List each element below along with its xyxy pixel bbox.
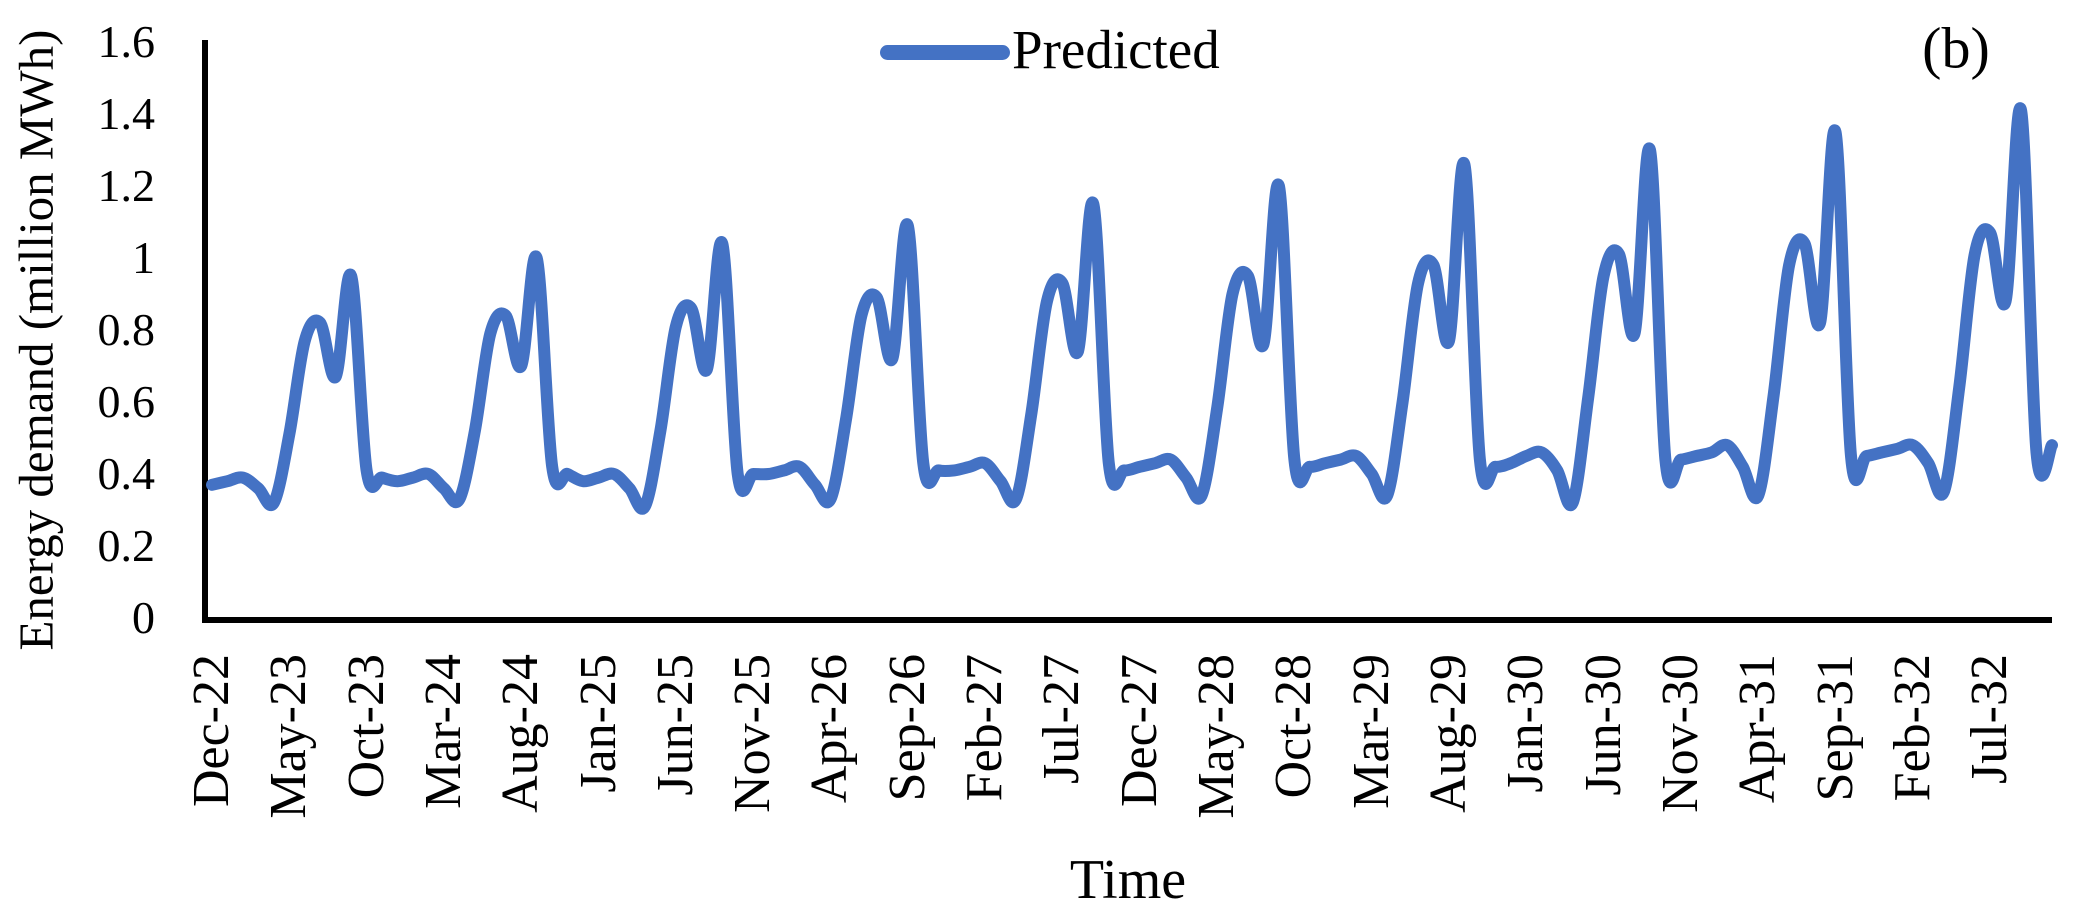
y-tick-label: 0.8 xyxy=(97,304,156,355)
x-tick-label: Dec-27 xyxy=(1110,654,1168,808)
y-tick-label: 0.6 xyxy=(97,376,156,427)
x-tick-label: Aug-24 xyxy=(492,654,550,813)
y-tick-label: 1.6 xyxy=(97,16,156,67)
x-tick-label: Jun-25 xyxy=(646,654,704,796)
x-tick-label: Apr-31 xyxy=(1729,654,1787,804)
y-tick-label: 0 xyxy=(132,592,155,643)
y-tick-label: 1.2 xyxy=(97,160,156,211)
x-tick-label: May-28 xyxy=(1188,654,1246,819)
x-tick-label: Feb-32 xyxy=(1883,654,1941,802)
x-tick-label: Nov-25 xyxy=(724,654,782,813)
x-tick-label: Jun-30 xyxy=(1574,654,1632,796)
x-tick-label: Oct-23 xyxy=(337,654,395,799)
y-tick-label: 1 xyxy=(132,232,155,283)
panel-label: (b) xyxy=(1922,15,1990,81)
x-tick-label: Nov-30 xyxy=(1651,654,1709,813)
x-tick-label: Oct-28 xyxy=(1265,654,1323,799)
x-tick-label: May-23 xyxy=(260,654,318,819)
x-tick-label: Feb-27 xyxy=(956,654,1014,802)
x-tick-label: Aug-29 xyxy=(1419,654,1477,813)
x-axis-title: Time xyxy=(1069,849,1187,911)
x-tick-label: Dec-22 xyxy=(183,654,240,808)
x-tick-label: Sep-31 xyxy=(1806,654,1864,802)
legend-line-swatch xyxy=(880,45,1010,60)
x-tick-label: Mar-29 xyxy=(1342,654,1400,809)
y-axis-title: Energy demand (million MWh) xyxy=(8,29,64,651)
x-tick-label: Apr-26 xyxy=(801,654,859,804)
y-tick-label: 0.2 xyxy=(97,520,156,571)
x-tick-label: Jul-27 xyxy=(1033,654,1091,784)
x-tick-label: Jan-25 xyxy=(569,654,627,793)
y-tick-label: 1.4 xyxy=(97,88,156,139)
x-tick-label: Jul-32 xyxy=(1961,654,2019,784)
x-tick-label: Sep-26 xyxy=(878,654,936,802)
y-tick-label: 0.4 xyxy=(97,448,156,499)
x-tick-label: Jan-30 xyxy=(1497,654,1555,793)
predicted-line-series xyxy=(206,102,2058,515)
legend-label: Predicted xyxy=(1012,19,1220,80)
x-tick-label: Mar-24 xyxy=(414,654,472,809)
